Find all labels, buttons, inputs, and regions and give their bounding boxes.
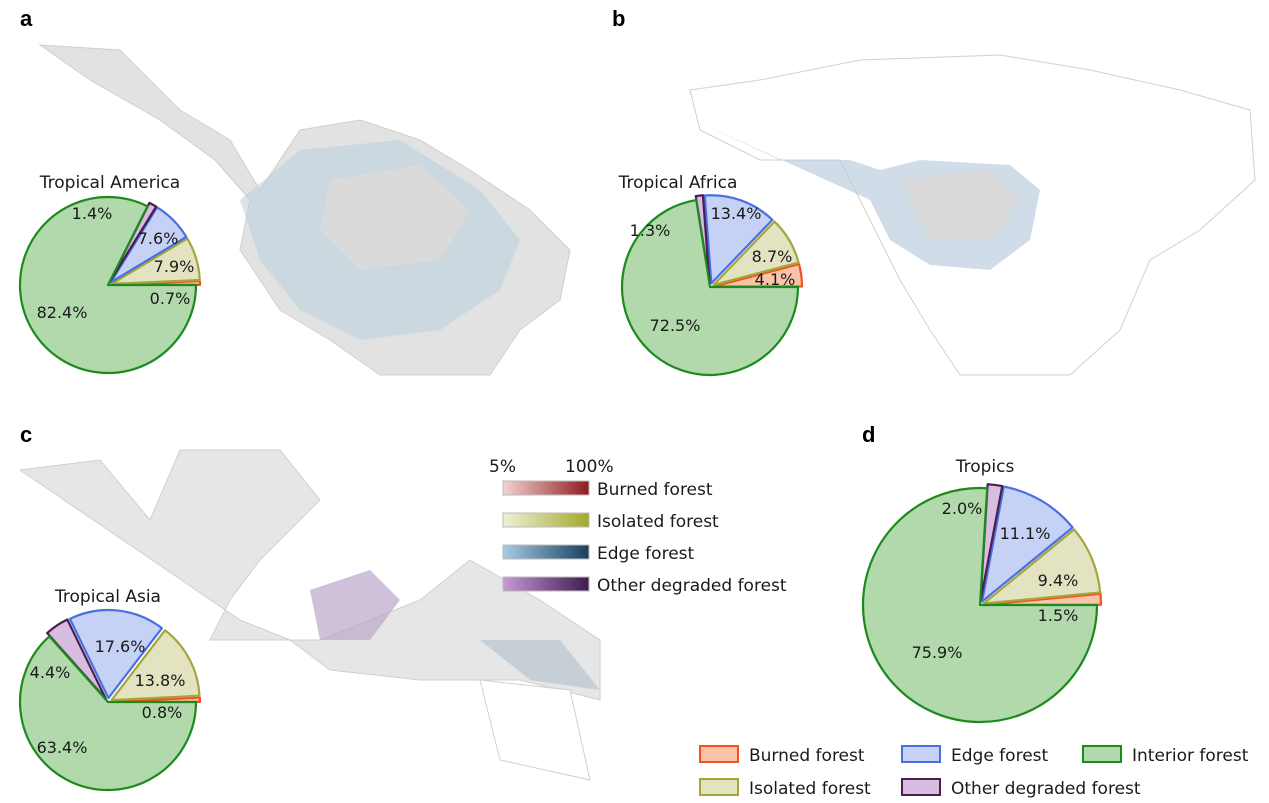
pie-slice-interior-forest: [18, 635, 198, 792]
panel-label-b: b: [612, 6, 625, 31]
pie-data-label: 0.8%: [142, 703, 183, 722]
pie-legend: Burned forest Edge forest Interior forest I…: [699, 745, 1249, 799]
pie-d: [861, 483, 1103, 724]
legend-swatch: [699, 745, 739, 763]
pie-slice-isolated-forest: [110, 629, 201, 702]
pie-slice-interior-forest: [18, 195, 198, 375]
pie-a: [18, 195, 202, 375]
panel-label-a: a: [20, 6, 33, 31]
pie-data-label: 8.7%: [752, 247, 793, 266]
pie-slice-other-degraded-forest: [46, 618, 107, 700]
pie-slice-isolated-forest: [712, 220, 800, 287]
pie-slice-other-degraded-forest: [108, 201, 158, 283]
pie-title: Tropical America: [39, 173, 180, 193]
pie-data-label: 7.9%: [154, 257, 195, 276]
legend-gradient-swatch: [502, 544, 590, 560]
pie-title: Tropical Africa: [618, 173, 738, 193]
legend-item-label: Isolated forest: [597, 512, 719, 532]
pie-b: [620, 194, 804, 377]
pie-data-label: 0.7%: [150, 289, 191, 308]
pie-data-label: 17.6%: [95, 637, 146, 656]
legend-scale-max: 100%: [565, 457, 614, 477]
legend-item-label: Isolated forest: [749, 779, 871, 799]
legend-gradient-swatch: [502, 576, 590, 592]
legend-swatch: [901, 745, 941, 763]
pie-slice-burned-forest: [982, 592, 1103, 606]
legend-item-label: Edge forest: [951, 746, 1049, 766]
panel-label-d: d: [862, 422, 875, 447]
pie-slice-edge-forest: [109, 206, 188, 284]
legend-item-label: Edge forest: [597, 544, 695, 564]
pie-data-label: 9.4%: [1038, 571, 1079, 590]
map-tropical-asia: [18, 449, 601, 781]
legend-item-label: Burned forest: [597, 480, 713, 500]
legend-item-label: Other degraded forest: [597, 576, 787, 596]
pie-slice-burned-forest: [110, 696, 202, 703]
pie-slice-isolated-forest: [982, 528, 1102, 605]
pie-data-label: 1.5%: [1038, 606, 1079, 625]
legend-swatch: [1082, 745, 1122, 763]
pie-data-label: 1.4%: [72, 204, 113, 223]
pie-data-label: 1.3%: [630, 221, 671, 240]
pie-slice-interior-forest: [620, 198, 800, 377]
pie-data-label: 11.1%: [1000, 524, 1051, 543]
legend-swatch: [901, 778, 941, 796]
panel-label-c: c: [20, 422, 32, 447]
map-legend: 5% 100% Burned forest Isolated forest Edge f…: [489, 457, 787, 596]
pie-slice-edge-forest: [68, 608, 163, 700]
legend-item-label: Other degraded forest: [951, 779, 1141, 799]
pie-data-label: 82.4%: [37, 303, 88, 322]
legend-gradient-swatch: [502, 512, 590, 528]
legend-scale-min: 5%: [489, 457, 516, 477]
pie-slice-burned-forest: [712, 262, 804, 288]
pie-data-label: 2.0%: [942, 499, 983, 518]
pie-slice-interior-forest: [861, 486, 1099, 724]
map-tropical-america: [38, 44, 571, 376]
pie-slice-edge-forest: [980, 485, 1074, 603]
pie-data-label: 4.4%: [30, 663, 71, 682]
pie-title: Tropical Asia: [54, 587, 161, 607]
legend-swatch: [699, 778, 739, 796]
pie-data-label: 75.9%: [912, 643, 963, 662]
legend-gradient-swatch: [502, 480, 590, 496]
pie-data-label: 63.4%: [37, 738, 88, 757]
pie-data-label: 72.5%: [650, 316, 701, 335]
pie-data-label: 13.4%: [711, 204, 762, 223]
pie-data-label: 13.8%: [135, 671, 186, 690]
pie-title: Tropics: [955, 457, 1015, 477]
pie-data-label: 7.6%: [138, 229, 179, 248]
pie-c: [18, 608, 202, 792]
legend-item-label: Interior forest: [1132, 746, 1249, 766]
pie-slice-isolated-forest: [110, 237, 201, 285]
legend-item-label: Burned forest: [749, 746, 865, 766]
pie-slice-edge-forest: [703, 194, 774, 285]
map-tropical-africa: [689, 54, 1256, 376]
pie-data-label: 4.1%: [755, 270, 796, 289]
